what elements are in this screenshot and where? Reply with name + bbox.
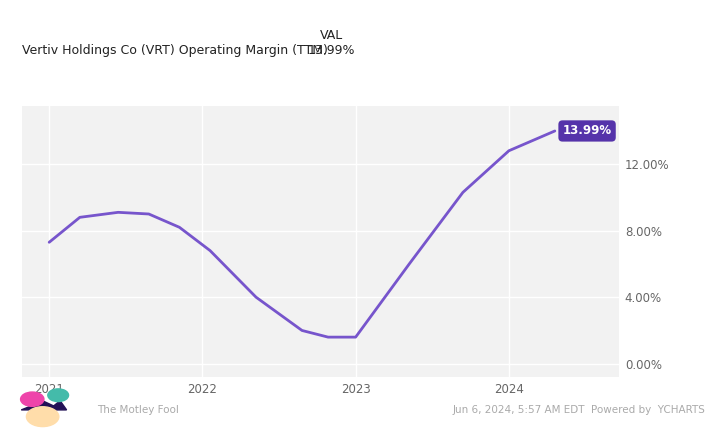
Text: Vertiv Holdings Co (VRT) Operating Margin (TTM): Vertiv Holdings Co (VRT) Operating Margi… [22, 44, 328, 57]
Text: 13.99%: 13.99% [307, 44, 355, 57]
Text: VAL: VAL [320, 29, 343, 41]
Text: The Motley Fool: The Motley Fool [97, 404, 179, 415]
Circle shape [27, 407, 59, 426]
Text: 13.99%: 13.99% [562, 124, 611, 138]
Text: Jun 6, 2024, 5:57 AM EDT  Powered by  YCHARTS: Jun 6, 2024, 5:57 AM EDT Powered by YCHA… [453, 404, 706, 415]
Circle shape [48, 389, 68, 402]
Polygon shape [22, 401, 66, 410]
Circle shape [21, 392, 44, 406]
